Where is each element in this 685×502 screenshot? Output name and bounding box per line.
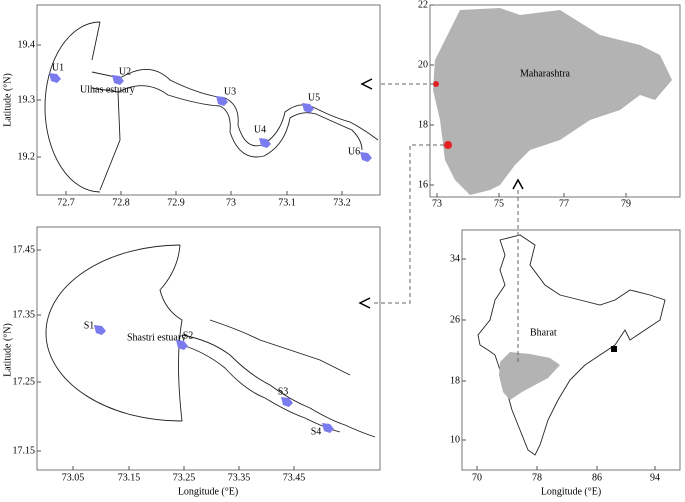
ulhas-frame — [36, 4, 381, 196]
shastri-river-north — [181, 334, 376, 438]
station-label: U3 — [224, 86, 236, 97]
y-tick-label: 17.45 — [13, 244, 36, 255]
maharashtra-inset — [499, 352, 560, 400]
estuary-label: Ulhas estuary — [80, 84, 135, 95]
station-marker — [302, 103, 314, 113]
x-tick-label: 73.05 — [62, 472, 85, 483]
shastri-location — [444, 141, 452, 149]
ulhas-boundary-arc — [44, 21, 101, 193]
ulhas-river-south — [91, 85, 363, 158]
x-tick-label: 72.8 — [112, 197, 130, 208]
x-tick-label: 73 — [432, 198, 442, 209]
station-marker — [281, 397, 293, 407]
ulhas-boundary — [91, 21, 101, 61]
bharat-frame — [461, 229, 681, 471]
y-tick-label: 22 — [418, 0, 428, 10]
estuary-label: Shastri estuary — [127, 332, 186, 343]
station-marker — [322, 423, 334, 433]
station-label: S3 — [278, 386, 289, 397]
station-marker — [360, 152, 372, 162]
station-label: U2 — [119, 66, 131, 77]
x-tick-label: 72.9 — [167, 197, 185, 208]
x-tick-label: 73.15 — [118, 472, 141, 483]
y-tick-label: 17.25 — [13, 376, 36, 387]
station-marker — [94, 325, 106, 335]
x-tick-label: 73.35 — [228, 472, 251, 483]
ulhas-shore — [99, 91, 121, 191]
shastri-boundary-arc — [45, 244, 183, 422]
station-marker — [176, 340, 188, 350]
y-tick-label: 26 — [450, 314, 460, 325]
shastri-river-south — [181, 344, 341, 433]
station-label: U6 — [348, 146, 360, 157]
bangladesh-mark — [611, 346, 617, 352]
station-marker — [216, 96, 228, 106]
x-tick-label: 78 — [532, 472, 542, 483]
y-tick-label: 34 — [450, 253, 460, 264]
station-marker — [112, 75, 124, 85]
shastri-frame — [36, 226, 381, 471]
y-tick-label: 17.35 — [13, 309, 36, 320]
x-tick-label: 73.2 — [333, 197, 351, 208]
maharashtra-frame — [429, 4, 681, 198]
station-label: U4 — [254, 124, 266, 135]
station-label: S4 — [311, 426, 322, 437]
y-tick-label: 10 — [450, 434, 460, 445]
x-tick-label: 72.7 — [57, 197, 75, 208]
x-axis-label: Longitude (°E) — [178, 486, 238, 497]
y-tick-label: 20 — [418, 59, 428, 70]
station-label: U5 — [308, 92, 320, 103]
station-label: S2 — [183, 330, 194, 341]
x-tick-label: 86 — [592, 472, 602, 483]
y-axis-label: Latitude (°N) — [2, 73, 13, 127]
y-tick-label: 19.3 — [18, 94, 36, 105]
x-tick-label: 73 — [226, 197, 236, 208]
arrow-head — [360, 78, 373, 90]
y-tick-label: 19.4 — [18, 39, 36, 50]
x-tick-label: 70 — [472, 472, 482, 483]
x-axis-label: Longitude (°E) — [541, 486, 601, 497]
y-tick-label: 18 — [418, 119, 428, 130]
station-marker — [49, 73, 61, 83]
station-marker — [259, 138, 271, 148]
station-label: S1 — [84, 320, 95, 331]
arrow-head — [512, 178, 524, 190]
y-tick-label: 16 — [418, 179, 428, 190]
x-tick-label: 77 — [559, 198, 569, 209]
x-tick-label: 73.1 — [278, 197, 296, 208]
region-label: Maharashtra — [520, 68, 571, 79]
arrow-head — [358, 297, 371, 309]
x-tick-label: 73.45 — [283, 472, 306, 483]
connector — [372, 144, 444, 304]
y-tick-label: 18 — [450, 375, 460, 386]
y-axis-label: Latitude (°N) — [2, 323, 13, 377]
shastri-shore — [159, 244, 183, 422]
ulhas-location — [433, 81, 439, 87]
shastri-tributary — [209, 319, 351, 376]
x-tick-label: 75 — [494, 198, 504, 209]
x-tick-label: 73.25 — [173, 472, 196, 483]
station-label: U1 — [52, 62, 64, 73]
x-tick-label: 94 — [650, 472, 660, 483]
india-outline — [477, 234, 666, 456]
y-tick-label: 19.2 — [18, 151, 36, 162]
maharashtra-region — [433, 8, 672, 195]
x-tick-label: 79 — [621, 198, 631, 209]
y-tick-label: 17.15 — [13, 445, 36, 456]
ulhas-river-north — [91, 69, 379, 147]
region-label: Bharat — [530, 327, 557, 338]
